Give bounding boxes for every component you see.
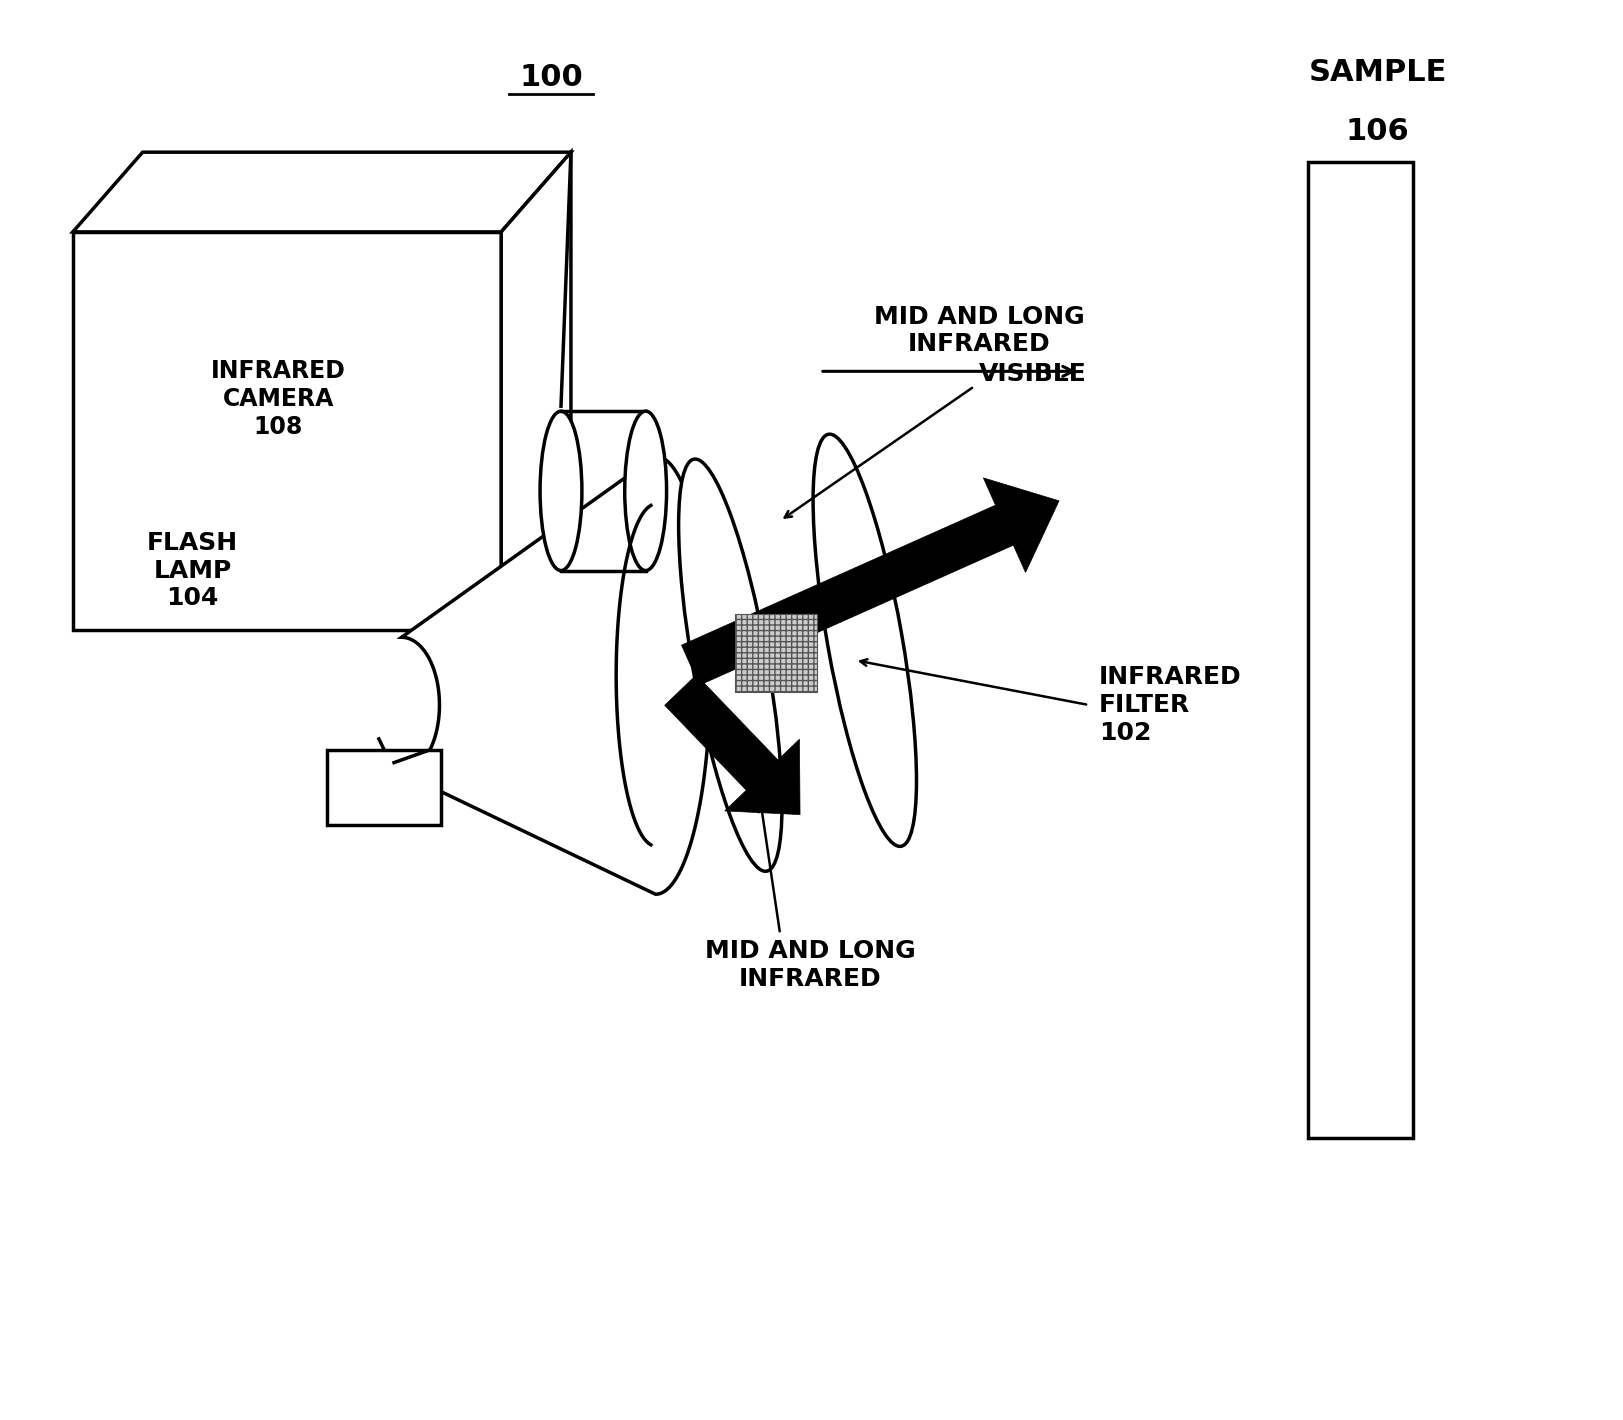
Text: FLASH
LAMP
104: FLASH LAMP 104 <box>146 531 239 611</box>
Text: SAMPLE: SAMPLE <box>1308 58 1448 87</box>
Ellipse shape <box>625 412 667 571</box>
Bar <box>326 750 441 825</box>
Text: 106: 106 <box>1345 118 1410 146</box>
Polygon shape <box>401 456 711 895</box>
Text: MID AND LONG
INFRARED: MID AND LONG INFRARED <box>704 939 915 991</box>
Polygon shape <box>682 479 1060 686</box>
Text: 100: 100 <box>519 62 583 91</box>
Text: INFRARED
CAMERA
108: INFRARED CAMERA 108 <box>211 359 346 439</box>
Text: INFRARED
FILTER
102: INFRARED FILTER 102 <box>1099 665 1242 746</box>
Ellipse shape <box>813 435 917 846</box>
Bar <box>1308 162 1412 1139</box>
Text: VISIBLE: VISIBLE <box>979 362 1087 386</box>
Polygon shape <box>73 152 571 231</box>
Polygon shape <box>502 152 571 630</box>
Polygon shape <box>665 674 800 815</box>
Bar <box>73 231 502 630</box>
Text: MID AND LONG
INFRARED: MID AND LONG INFRARED <box>873 304 1084 356</box>
Bar <box>735 615 816 692</box>
Ellipse shape <box>678 459 782 872</box>
Ellipse shape <box>540 412 583 571</box>
